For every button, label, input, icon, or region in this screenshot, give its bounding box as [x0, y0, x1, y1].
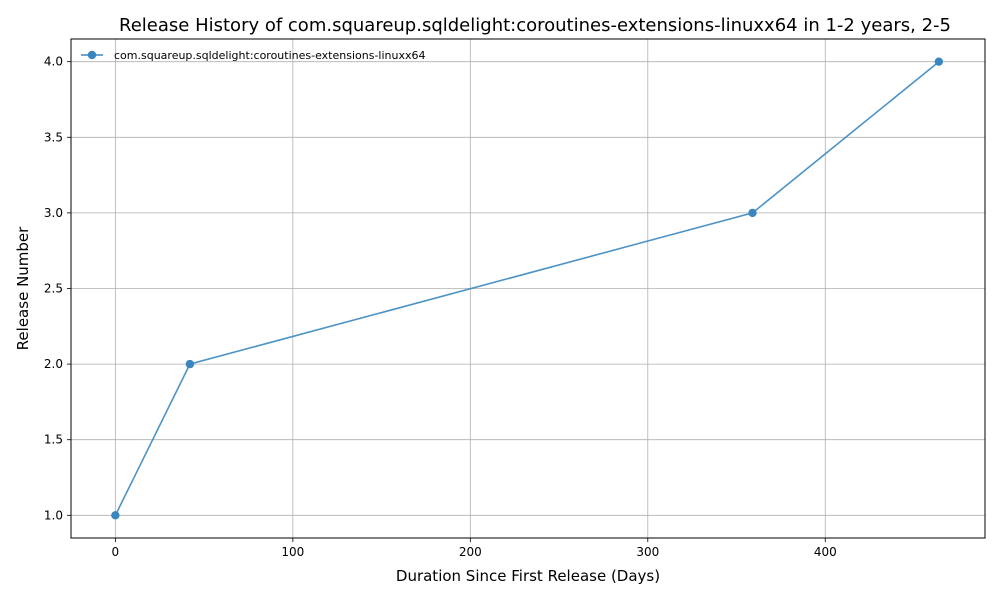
chart-title: Release History of com.squareup.sqldelig… [119, 15, 951, 36]
plot-frame [70, 38, 986, 539]
x-tick-label: 0 [112, 545, 120, 559]
x-tick-label: 100 [281, 545, 304, 559]
data-point [111, 511, 120, 520]
y-tick-label: 4.0 [44, 55, 63, 69]
y-tick-label: 1.0 [44, 508, 63, 522]
series-line [114, 61, 940, 516]
axis-ticks: 0 100 200 300 400 1.0 1.5 2.0 2.5 3.0 3.5 4.0 [44, 55, 837, 559]
legend-marker [87, 50, 97, 60]
y-tick-label: 3.5 [44, 130, 63, 144]
y-tick-label: 1.5 [44, 433, 63, 447]
grid [71, 39, 985, 538]
x-tick-label: 300 [636, 545, 659, 559]
data-point [185, 359, 195, 369]
series [111, 57, 944, 520]
x-axis-label: Duration Since First Release (Days) [396, 567, 660, 585]
y-axis-label: Release Number [14, 226, 32, 350]
x-tick-label: 200 [459, 545, 482, 559]
data-point [934, 57, 944, 66]
y-tick-label: 2.0 [44, 357, 63, 371]
data-point [748, 208, 757, 218]
legend: com.squareup.sqldelight:coroutines-exten… [81, 49, 426, 62]
legend-label: com.squareup.sqldelight:coroutines-exten… [114, 49, 426, 62]
y-tick-label: 2.5 [44, 282, 63, 296]
x-tick-label: 400 [814, 545, 837, 559]
y-tick-label: 3.0 [44, 206, 63, 220]
